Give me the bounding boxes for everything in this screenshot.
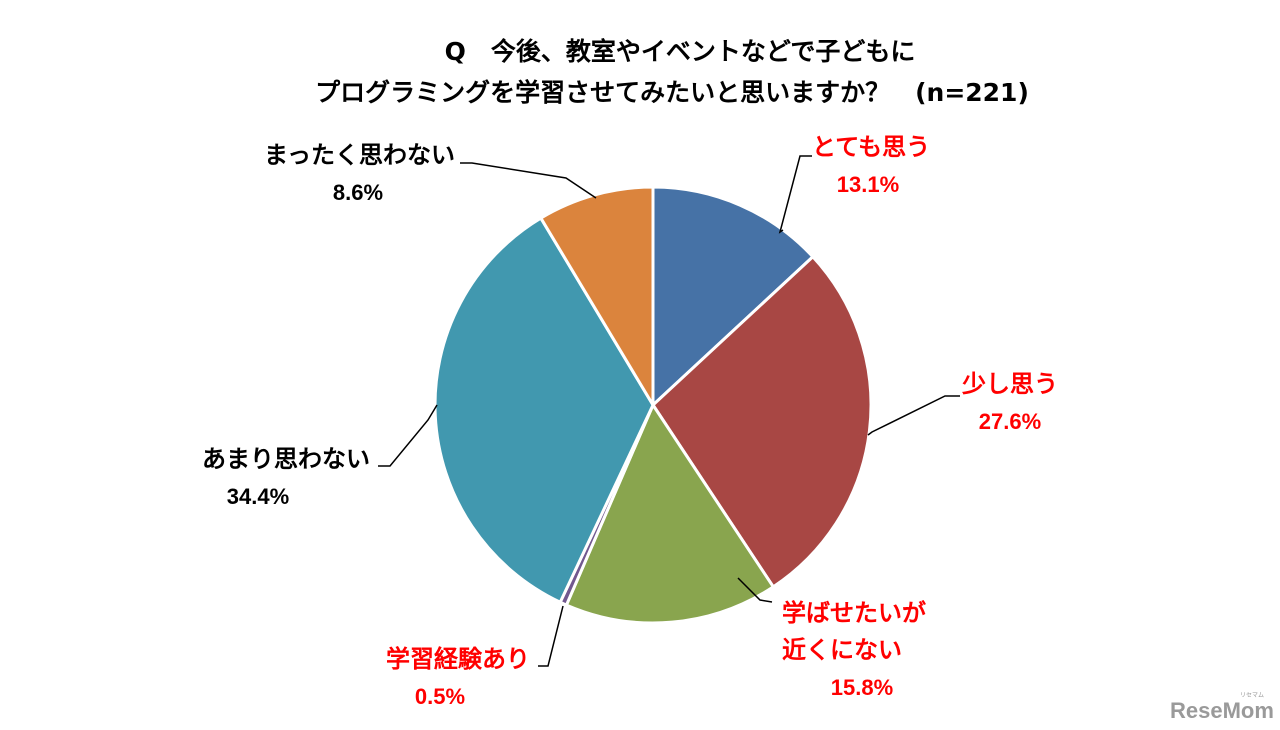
watermark-small-text: リセマム [1240, 692, 1264, 699]
leader-line-5 [378, 404, 438, 467]
leader-line-1 [778, 155, 812, 234]
chart-title-line2: プログラミングを学習させてみたいと思いますか？ (n=221) [315, 78, 1029, 107]
slice-value-label-5: 34.4% [227, 484, 289, 509]
slice-value-label-3: 15.8% [831, 675, 893, 700]
slice-label-5-line-1: あまり思わない [202, 445, 370, 473]
slice-label-2-line-1: 少し思う [961, 370, 1058, 398]
pie-slices [433, 185, 873, 625]
chart-title-line1: Q 今後、教室やイベントなどで子どもに [445, 37, 916, 66]
slice-value-label-1: 13.1% [837, 172, 899, 197]
slice-label-4-line-1: 学習経験あり [386, 645, 530, 673]
slice-value-label-6: 8.6% [333, 180, 383, 205]
slice-value-label-2: 27.6% [979, 409, 1041, 434]
pie-slice-6 [539, 185, 655, 407]
slice-label-3-line-2: 近くにない [782, 636, 902, 664]
pie-slice-1 [651, 185, 815, 407]
leader-line-3 [737, 577, 773, 603]
pie-slice-5 [433, 216, 655, 604]
slice-label-1-line-1: とても思う [812, 133, 930, 161]
watermark-text: ReseMom [1170, 698, 1274, 723]
leader-line-4 [538, 605, 564, 667]
slice-label-3-line-1: 学ばせたいが [782, 599, 926, 627]
watermark-logo: ReseMom リセマム [1170, 692, 1274, 723]
pie-slice-2 [651, 255, 873, 589]
leader-line-6 [460, 162, 597, 199]
slice-label-6-line-1: まったく思わない [264, 141, 455, 169]
leader-lines [378, 155, 960, 667]
slice-value-label-4: 0.5% [415, 684, 465, 709]
leader-line-2 [867, 395, 960, 436]
